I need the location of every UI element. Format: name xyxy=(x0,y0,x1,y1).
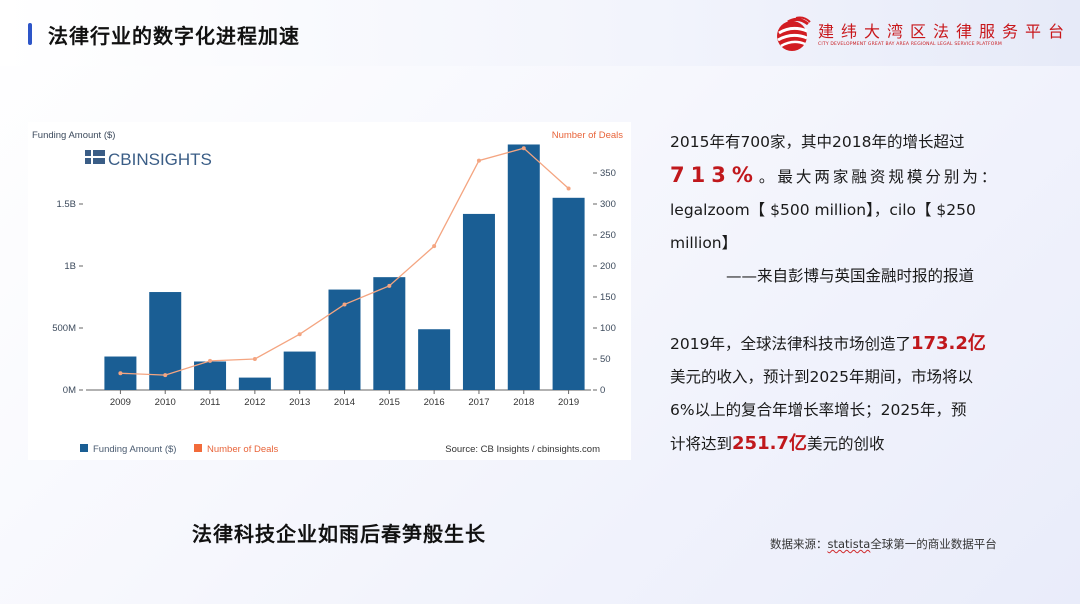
legend-funding-label: Funding Amount ($) xyxy=(93,444,176,455)
growth-attribution: ——来自彭博与英国金融时报的报道 xyxy=(726,267,975,285)
chart-caption: 法律科技企业如雨后春笋般生长 xyxy=(192,522,486,546)
market-line-4-prefix: 计将达到 xyxy=(670,435,733,453)
source-note-suffix: 全球第一的商业数据平台 xyxy=(870,537,997,551)
growth-paragraph: 2015年有700家，其中2018年的增长超过 713%。最大两家融资规模分别为… xyxy=(670,126,1030,293)
legend-deals-label: Number of Deals xyxy=(207,444,279,455)
right-tick-label: 200 xyxy=(600,261,616,272)
deals-point xyxy=(297,332,302,337)
growth-line-3: legalzoom【 $500 million】，cilo【 $250 xyxy=(670,201,976,219)
chart-svg: Funding Amount ($) Number of Deals 0M 500M 1… xyxy=(32,130,624,455)
right-tick-label: 150 xyxy=(600,292,616,303)
deals-point xyxy=(118,371,123,376)
right-tick-label: 100 xyxy=(600,323,616,334)
deals-point xyxy=(476,158,481,163)
funding-chart: Funding Amount ($) Number of Deals 0M 500M 1… xyxy=(28,122,631,460)
platform-logo: 建纬大湾区法律服务平台 CITY DEVELOPMENT GREAT BAY A… xyxy=(770,14,1070,54)
left-tick-label: 500M xyxy=(52,323,76,334)
growth-line-4: million】 xyxy=(670,234,738,252)
growth-line-2: 713%。最大两家融资规模分别为： xyxy=(670,159,1030,194)
market-value-2019: 173.2亿 xyxy=(910,333,986,354)
market-line-3: 6%以上的复合年增长率增长；2025年，预 xyxy=(670,401,967,419)
market-line-4: 计将达到251.7亿美元的创收 xyxy=(670,427,1030,461)
right-tick-label: 350 xyxy=(600,168,616,179)
x-tick-label: 2019 xyxy=(558,397,579,408)
market-line-1: 2019年，全球法律科技市场创造了173.2亿 xyxy=(670,327,1030,361)
deals-point xyxy=(252,357,257,361)
data-source-note: 数据来源：statista全球第一的商业数据平台 xyxy=(770,536,997,552)
funding-bar xyxy=(507,144,540,390)
page-title: 法律行业的数字化进程加速 xyxy=(48,24,300,48)
legend-funding-swatch xyxy=(80,444,88,452)
globe-logo-icon xyxy=(777,16,811,51)
x-tick-label: 2016 xyxy=(424,397,445,408)
left-tick-label: 0M xyxy=(63,385,76,396)
deals-point xyxy=(163,373,168,378)
x-tick-label: 2018 xyxy=(513,397,534,408)
funding-bar xyxy=(462,213,495,390)
x-tick-label: 2013 xyxy=(289,397,310,408)
funding-bar xyxy=(373,277,406,390)
cb-logo-mark-icon xyxy=(85,150,105,164)
deals-point xyxy=(566,186,571,191)
market-line-4-suffix: 美元的创收 xyxy=(806,435,885,453)
growth-line-1: 2015年有700家，其中2018年的增长超过 xyxy=(670,133,965,151)
left-tick-label: 1.5B xyxy=(56,199,76,210)
market-paragraph: 2019年，全球法律科技市场创造了173.2亿 美元的收入，预计到2025年期间… xyxy=(670,327,1030,461)
funding-bar xyxy=(283,351,316,390)
market-line-2: 美元的收入，预计到2025年期间，市场将以 xyxy=(670,368,973,386)
header-bar: 法律行业的数字化进程加速 建纬大湾区法律服务平台 CITY DEVELOPMEN… xyxy=(0,0,1080,66)
right-tick-label: 50 xyxy=(600,354,611,365)
legend-deals-swatch xyxy=(194,444,202,452)
market-line-1-text: 2019年，全球法律科技市场创造了 xyxy=(670,335,911,353)
title-accent-bar xyxy=(28,23,32,45)
x-tick-label: 2017 xyxy=(468,397,489,408)
funding-bar xyxy=(552,197,585,390)
x-tick-label: 2015 xyxy=(379,397,400,408)
chart-source: Source: CB Insights / cbinsights.com xyxy=(445,444,600,455)
source-note-prefix: 数据来源： xyxy=(770,537,828,551)
x-tick-label: 2014 xyxy=(334,397,355,408)
funding-bar xyxy=(194,361,227,390)
right-tick-label: 300 xyxy=(600,199,616,210)
funding-bar xyxy=(418,329,451,390)
deals-point xyxy=(521,146,526,151)
deals-point xyxy=(432,244,437,249)
right-tick-label: 250 xyxy=(600,230,616,241)
cb-logo-text: CBINSIGHTS xyxy=(108,150,212,169)
x-tick-label: 2012 xyxy=(244,397,265,408)
deals-point xyxy=(342,302,347,307)
source-note-site: statista xyxy=(827,537,871,551)
growth-highlight: 713% xyxy=(670,163,759,187)
deals-point xyxy=(387,283,392,288)
x-tick-label: 2011 xyxy=(200,397,220,408)
growth-line-2-text: 。最大两家融资规模分别为： xyxy=(758,168,1000,186)
left-axis-title: Funding Amount ($) xyxy=(32,130,115,141)
market-value-2025: 251.7亿 xyxy=(732,433,807,454)
logo-subtitle: CITY DEVELOPMENT GREAT BAY AREA REGIONAL… xyxy=(818,42,1002,47)
funding-bar xyxy=(238,377,271,390)
deals-point xyxy=(208,358,213,363)
x-tick-label: 2009 xyxy=(110,397,131,408)
right-axis-title: Number of Deals xyxy=(552,130,624,141)
logo-name: 建纬大湾区法律服务平台 xyxy=(818,22,1072,41)
left-tick-label: 1B xyxy=(64,261,76,272)
x-tick-label: 2010 xyxy=(155,397,176,408)
right-tick-label: 0 xyxy=(600,385,605,396)
